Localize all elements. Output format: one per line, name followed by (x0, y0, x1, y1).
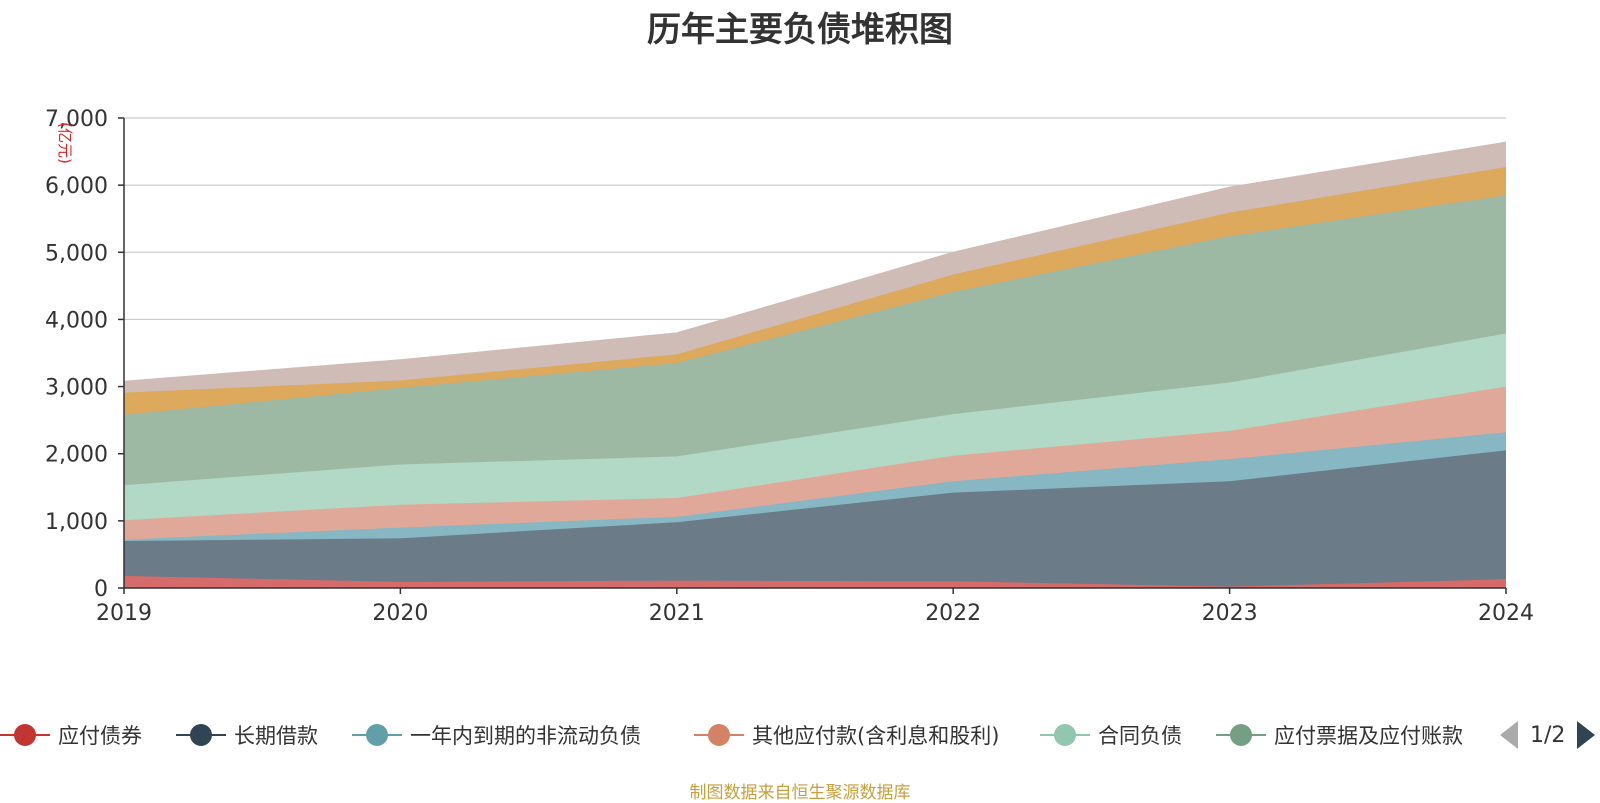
y-tick-label: 2,000 (45, 443, 108, 468)
y-tick-label: 6,000 (45, 174, 108, 199)
area-series (123, 141, 1507, 588)
legend-item[interactable]: 一年内到期的非流动负债 (352, 718, 641, 752)
legend: 应付债券 长期借款 一年内到期的非流动负债 其他应付款(含利息和股利) 合同负债 应付票据… (0, 718, 1600, 752)
area-series-band (124, 575, 1506, 588)
area-series-band (124, 142, 1506, 393)
legend-item[interactable]: 合同负债 (1040, 718, 1182, 752)
area-series-band (124, 333, 1506, 521)
legend-marker-icon (0, 722, 50, 748)
legend-marker-icon (1216, 722, 1266, 748)
legend-label: 应付债券 (58, 724, 142, 748)
area-series-edge (123, 386, 1507, 521)
legend-pager: 1/2 (1500, 718, 1596, 752)
legend-item[interactable]: 应付债券 (0, 718, 142, 752)
area-series-band (124, 167, 1506, 415)
x-tick-label: 2024 (1478, 601, 1534, 626)
x-tick-label: 2019 (96, 601, 152, 626)
legend-marker-icon (1040, 722, 1090, 748)
legend-label: 长期借款 (234, 724, 318, 748)
legend-label: 合同负债 (1098, 724, 1182, 748)
y-tick-label: 0 (94, 577, 108, 602)
area-series-band (124, 386, 1506, 540)
legend-label: 一年内到期的非流动负债 (410, 724, 641, 748)
legend-items: 应付债券 长期借款 一年内到期的非流动负债 其他应付款(含利息和股利) 合同负债 应付票据… (0, 718, 1482, 752)
y-tick-label: 7,000 (45, 107, 108, 132)
y-tick-label: 5,000 (45, 241, 108, 266)
legend-label: 其他应付款(含利息和股利) (752, 724, 1000, 748)
x-tick-label: 2020 (372, 601, 428, 626)
data-source-note: 制图数据来自恒生聚源数据库 (689, 783, 911, 803)
chart-title: 历年主要负债堆积图 (647, 10, 953, 50)
area-series-edge (123, 141, 1507, 382)
legend-page-indicator: 1/2 (1530, 722, 1566, 748)
axes: 0 1,000 2,000 3,000 4,000 5,000 6,000 7,000 2019… (45, 107, 1534, 626)
y-axis-unit-label: (亿元) (56, 122, 74, 164)
legend-next-page-icon[interactable] (1577, 721, 1596, 749)
x-tick-label: 2023 (1202, 601, 1258, 626)
y-tick-label: 4,000 (45, 308, 108, 333)
y-tick-label: 3,000 (45, 376, 108, 401)
stacked-area-chart: 0 1,000 2,000 3,000 4,000 5,000 6,000 7,000 2019… (45, 107, 1534, 626)
legend-item[interactable]: 长期借款 (176, 718, 318, 752)
legend-marker-icon (176, 722, 226, 748)
legend-marker-icon (694, 722, 744, 748)
legend-label: 应付票据及应付账款 (1274, 724, 1463, 748)
x-tick-label: 2022 (925, 601, 981, 626)
area-series-band (124, 195, 1506, 486)
legend-marker-icon (352, 722, 402, 748)
legend-prev-page-icon[interactable] (1500, 721, 1518, 749)
legend-item[interactable]: 其他应付款(含利息和股利) (694, 718, 999, 752)
y-tick-label: 1,000 (45, 510, 108, 535)
legend-item[interactable]: 应付票据及应付账款 (1216, 718, 1463, 752)
x-tick-label: 2021 (649, 601, 705, 626)
